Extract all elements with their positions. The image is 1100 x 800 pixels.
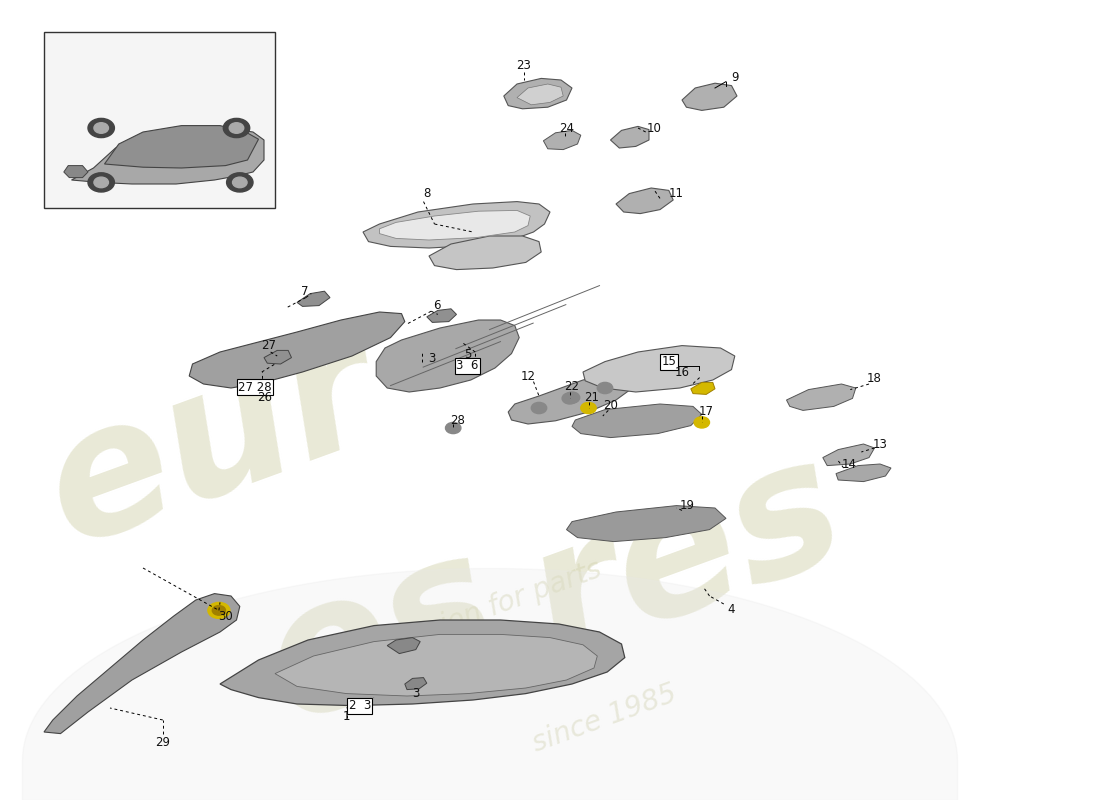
Polygon shape	[429, 236, 541, 270]
Circle shape	[564, 392, 580, 403]
Text: a passion for parts: a passion for parts	[352, 555, 605, 670]
Polygon shape	[376, 320, 519, 392]
Polygon shape	[691, 382, 715, 394]
Circle shape	[229, 122, 244, 134]
Text: 23: 23	[516, 59, 531, 72]
Polygon shape	[275, 634, 597, 696]
Text: 9: 9	[732, 71, 738, 84]
Polygon shape	[72, 128, 264, 184]
Circle shape	[446, 422, 461, 434]
Text: 1: 1	[343, 710, 350, 722]
Polygon shape	[363, 202, 550, 248]
Text: since 1985: since 1985	[528, 680, 680, 758]
Polygon shape	[508, 372, 636, 424]
Circle shape	[88, 118, 114, 138]
Circle shape	[581, 402, 596, 414]
Text: 27 28: 27 28	[239, 381, 272, 394]
Text: 24: 24	[559, 122, 574, 134]
Polygon shape	[786, 384, 856, 410]
Text: 13: 13	[872, 438, 888, 450]
Polygon shape	[682, 83, 737, 110]
Circle shape	[223, 118, 250, 138]
Text: 29: 29	[155, 736, 170, 749]
Polygon shape	[387, 638, 420, 654]
Polygon shape	[189, 312, 405, 388]
Polygon shape	[616, 188, 673, 214]
Text: 15: 15	[661, 355, 676, 368]
Polygon shape	[104, 126, 258, 168]
Circle shape	[94, 177, 109, 188]
Text: 10: 10	[647, 122, 662, 134]
Circle shape	[694, 417, 710, 428]
Text: 2  3: 2 3	[349, 699, 371, 712]
Circle shape	[232, 177, 248, 188]
Text: eur: eur	[22, 300, 401, 582]
Polygon shape	[517, 84, 563, 105]
Text: 3  6: 3 6	[456, 359, 478, 372]
Circle shape	[227, 173, 253, 192]
Polygon shape	[297, 291, 330, 306]
Circle shape	[212, 606, 226, 615]
Text: 5: 5	[464, 348, 471, 361]
Text: 3: 3	[412, 687, 419, 700]
Text: res: res	[506, 419, 866, 694]
Text: 8: 8	[424, 187, 430, 200]
Polygon shape	[44, 594, 240, 734]
Polygon shape	[427, 309, 456, 322]
Polygon shape	[64, 166, 88, 178]
Circle shape	[597, 382, 613, 394]
Text: 12: 12	[520, 370, 536, 382]
Circle shape	[94, 122, 109, 134]
Text: 18: 18	[867, 372, 882, 385]
Text: 7: 7	[301, 285, 308, 298]
Text: 27: 27	[261, 339, 276, 352]
Text: 16: 16	[674, 366, 690, 379]
Text: 3: 3	[429, 352, 436, 365]
Text: 19: 19	[680, 499, 695, 512]
Text: 20: 20	[603, 399, 618, 412]
Text: 6: 6	[433, 299, 440, 312]
Circle shape	[208, 602, 230, 618]
Polygon shape	[610, 126, 649, 148]
Polygon shape	[823, 444, 874, 466]
Text: 28: 28	[450, 414, 465, 427]
Bar	[44, 32, 275, 208]
Circle shape	[88, 173, 114, 192]
Polygon shape	[220, 620, 625, 706]
Polygon shape	[504, 78, 572, 109]
Text: 26: 26	[257, 391, 273, 404]
Polygon shape	[572, 404, 702, 438]
Circle shape	[562, 393, 578, 404]
Text: 11: 11	[669, 187, 684, 200]
Text: 22: 22	[564, 380, 580, 393]
Polygon shape	[566, 506, 726, 542]
Text: 4: 4	[728, 603, 735, 616]
Circle shape	[531, 402, 547, 414]
Text: 30: 30	[218, 610, 233, 622]
Text: 17: 17	[698, 405, 714, 418]
Polygon shape	[405, 678, 427, 690]
Text: 21: 21	[584, 391, 600, 404]
Polygon shape	[543, 130, 581, 150]
Polygon shape	[379, 210, 530, 240]
Text: 14: 14	[842, 458, 857, 470]
Polygon shape	[836, 464, 891, 482]
Polygon shape	[583, 346, 735, 392]
Polygon shape	[264, 350, 292, 364]
Text: os: os	[242, 514, 519, 758]
